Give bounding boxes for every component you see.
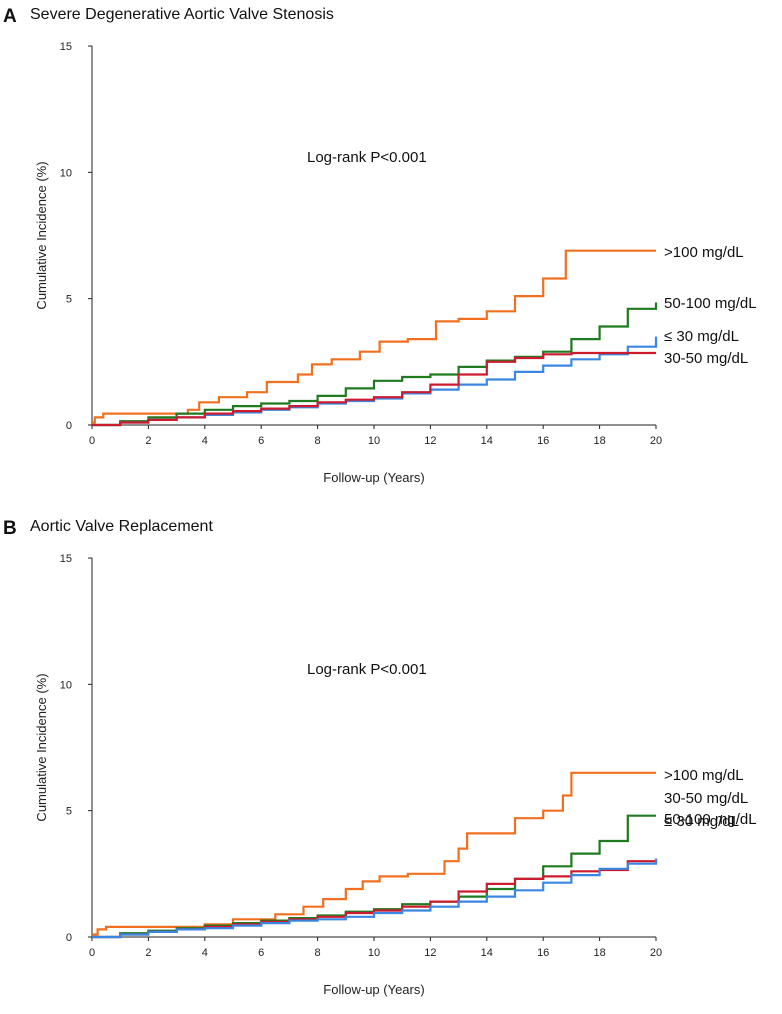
panel-b: B Aortic Valve Replacement 0 5 10 15 0 2 4 6 8 10…	[0, 512, 782, 1014]
panel-b-letter: B	[3, 518, 17, 539]
x-tick-label: 12	[424, 947, 436, 959]
y-tick-label: 15	[60, 41, 72, 53]
x-tick-label: 10	[368, 435, 380, 447]
x-tick-label: 10	[368, 947, 380, 959]
x-tick-label: 2	[145, 947, 151, 959]
y-tick-label: 15	[60, 553, 72, 565]
x-axis-title: Follow-up (Years)	[323, 470, 424, 485]
series-line	[92, 858, 658, 939]
series-label: ≤ 30 mg/dL	[664, 328, 739, 345]
x-tick-label: 12	[424, 435, 436, 447]
series-label: >100 mg/dL	[664, 767, 744, 784]
series-line	[92, 302, 658, 427]
series-line	[92, 858, 658, 939]
x-tick-label: 16	[537, 435, 549, 447]
chart-a: 0 5 10 15 0 2 4 6 8 10 12 14 16 18 20 Follow-up (Years)…	[34, 41, 757, 485]
x-tick-label: 0	[89, 435, 95, 447]
y-tick-label: 10	[60, 679, 72, 691]
x-tick-label: 14	[481, 435, 493, 447]
series-label: 50-100 mg/dL	[664, 295, 757, 312]
series-label: 30-50 mg/dL	[664, 790, 748, 807]
x-tick-label: 0	[89, 947, 95, 959]
x-tick-label: 6	[258, 947, 264, 959]
x-tick-label: 20	[650, 435, 662, 447]
series-line	[92, 351, 656, 427]
series-label: >100 mg/dL	[664, 244, 744, 261]
y-tick-label: 5	[66, 806, 72, 818]
x-tick-label: 16	[537, 947, 549, 959]
y-axis-title: Cumulative Incidence (%)	[34, 673, 49, 821]
x-tick-label: 4	[202, 947, 208, 959]
panel-a: A Severe Degenerative Aortic Valve Steno…	[0, 0, 782, 502]
log-rank-annotation: Log-rank P<0.001	[307, 661, 427, 678]
y-tick-label: 5	[66, 294, 72, 306]
x-tick-label: 14	[481, 947, 493, 959]
y-axis-title: Cumulative Incidence (%)	[34, 161, 49, 309]
y-tick-label: 0	[66, 420, 72, 432]
x-tick-label: 8	[315, 947, 321, 959]
x-tick-label: 2	[145, 435, 151, 447]
series-label: 30-50 mg/dL	[664, 350, 748, 367]
x-tick-label: 18	[593, 435, 605, 447]
y-tick-label: 10	[60, 167, 72, 179]
x-tick-label: 20	[650, 947, 662, 959]
chart-b: 0 5 10 15 0 2 4 6 8 10 12 14 16 18 20 Follow-up (Years)…	[34, 553, 757, 997]
series-label: 50-100 mg/dL	[664, 811, 757, 828]
series-line	[92, 249, 656, 424]
x-axis-title: Follow-up (Years)	[323, 982, 424, 997]
log-rank-annotation: Log-rank P<0.001	[307, 149, 427, 166]
panel-b-title: Aortic Valve Replacement	[30, 518, 213, 535]
x-tick-label: 8	[315, 435, 321, 447]
x-tick-label: 6	[258, 435, 264, 447]
y-tick-label: 0	[66, 932, 72, 944]
x-tick-label: 4	[202, 435, 208, 447]
panel-a-title: Severe Degenerative Aortic Valve Stenosi…	[30, 6, 334, 23]
series-label: ≤ 30 mg/dL	[664, 813, 739, 830]
panel-a-letter: A	[3, 6, 17, 27]
x-tick-label: 18	[593, 947, 605, 959]
